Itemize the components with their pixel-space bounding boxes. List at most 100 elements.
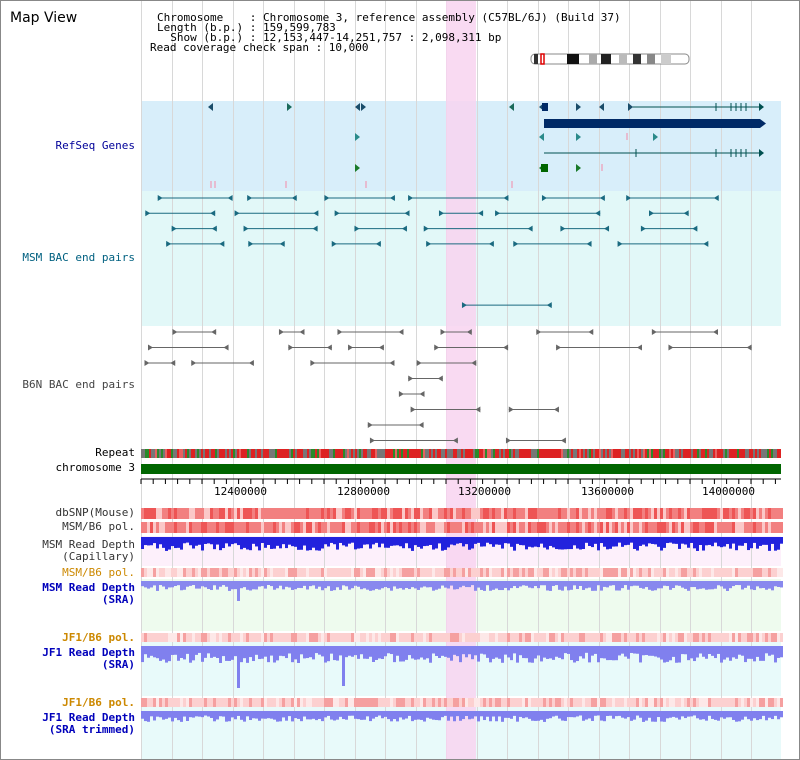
polymorphism-segment <box>582 568 585 577</box>
repeat-segment <box>587 449 589 458</box>
polymorphism-segment <box>165 522 168 533</box>
depth-bar <box>642 646 645 656</box>
depth-bar <box>678 581 681 586</box>
jf1-read-depth-trimmed-label[interactable]: JF1 Read Depth (SRA trimmed) <box>1 712 135 736</box>
msm-b6-pol-label[interactable]: MSM/B6 pol. <box>62 520 135 533</box>
polymorphism-segment <box>624 568 627 577</box>
depth-bar <box>687 711 690 717</box>
depth-bar <box>240 537 243 550</box>
repeat-segment <box>315 449 317 458</box>
polymorphism-segment <box>528 508 531 519</box>
msm-read-depth-capillary-label[interactable]: MSM Read Depth (Capillary) <box>1 539 135 563</box>
depth-bar <box>711 646 714 656</box>
depth-bar <box>558 537 561 550</box>
polymorphism-segment <box>444 568 447 577</box>
repeat-segment <box>609 449 611 458</box>
polymorphism-segment <box>579 698 582 707</box>
polymorphism-segment <box>504 568 507 577</box>
depth-bar <box>423 711 426 722</box>
depth-bar <box>693 646 696 662</box>
repeat-segment <box>279 449 281 458</box>
dbsnp-label[interactable]: dbSNP(Mouse) <box>55 506 135 519</box>
polymorphism-segment <box>303 633 306 642</box>
b6n-bac-end-pairs-label[interactable]: B6N BAC end pairs <box>22 378 135 391</box>
polymorphism-segment <box>204 522 207 533</box>
polymorphism-segment <box>780 522 783 533</box>
polymorphism-segment <box>273 568 276 577</box>
polymorphism-segment <box>162 633 165 642</box>
polymorphism-segment <box>441 698 444 707</box>
repeat-segment <box>221 449 223 458</box>
depth-bar <box>402 581 405 590</box>
depth-bar <box>531 537 534 548</box>
depth-bar <box>339 646 342 656</box>
polymorphism-segment <box>699 698 702 707</box>
depth-bar <box>252 581 255 590</box>
polymorphism-segment <box>753 568 756 577</box>
depth-bar <box>696 646 699 658</box>
polymorphism-segment <box>411 568 414 577</box>
polymorphism-segment <box>771 633 774 642</box>
depth-bar <box>531 711 534 721</box>
msm-read-depth-sra-label[interactable]: MSM Read Depth (SRA) <box>1 582 135 606</box>
polymorphism-segment <box>165 568 168 577</box>
depth-bar <box>636 581 639 586</box>
polymorphism-segment <box>330 522 333 533</box>
depth-bar <box>468 581 471 588</box>
polymorphism-segment <box>768 633 771 642</box>
chromosome-label[interactable]: chromosome 3 <box>55 461 135 474</box>
repeat-segment <box>347 449 349 458</box>
polymorphism-segment <box>687 568 690 577</box>
polymorphism-segment <box>507 633 510 642</box>
polymorphism-segment <box>393 633 396 642</box>
msm-bac-end-pairs-label[interactable]: MSM BAC end pairs <box>22 251 135 264</box>
depth-bar <box>678 711 681 720</box>
polymorphism-segment <box>255 568 258 577</box>
depth-bar <box>300 581 303 589</box>
depth-bar <box>276 537 279 546</box>
depth-bar <box>465 711 468 716</box>
depth-bar <box>375 537 378 543</box>
refseq-genes-label[interactable]: RefSeq Genes <box>55 139 135 152</box>
bac-end <box>219 240 225 247</box>
depth-bar <box>657 581 660 589</box>
polymorphism-segment <box>663 508 666 519</box>
depth-bar <box>315 711 318 721</box>
bac-end <box>560 225 566 232</box>
polymorphism-segment <box>177 568 180 577</box>
polymorphism-segment <box>591 698 594 707</box>
depth-bar <box>483 537 486 547</box>
polymorphism-segment <box>729 633 732 642</box>
depth-bar <box>150 711 153 717</box>
depth-bar <box>432 646 435 654</box>
depth-bar <box>597 711 600 716</box>
depth-bar <box>624 537 627 546</box>
depth-bar <box>507 711 510 718</box>
chromosome-ideogram[interactable] <box>529 53 691 65</box>
depth-bar <box>234 711 237 720</box>
repeat-segment <box>155 449 157 458</box>
repeat-segment <box>403 449 405 458</box>
gene-arrow-marker <box>208 103 213 111</box>
depth-bar <box>630 537 633 543</box>
bac-end <box>536 329 542 335</box>
polymorphism-segment <box>513 522 516 533</box>
depth-bar <box>510 537 513 547</box>
polymorphism-segment <box>147 508 150 519</box>
polymorphism-segment <box>429 508 432 519</box>
repeat-segment <box>369 449 371 458</box>
depth-bar <box>183 581 186 590</box>
jf1-b6-pol-label[interactable]: JF1/B6 pol. <box>62 631 135 644</box>
polymorphism-segment <box>258 568 261 577</box>
polymorphism-segment <box>261 508 264 519</box>
bac-end <box>398 391 404 397</box>
polymorphism-segment <box>390 522 393 533</box>
jf1-read-depth-sra-label[interactable]: JF1 Read Depth (SRA) <box>1 647 135 671</box>
depth-bar <box>636 537 639 551</box>
jf1-b6-pol-trim-label[interactable]: JF1/B6 pol. <box>62 696 135 709</box>
depth-bar <box>720 581 723 587</box>
msm-b6-pol-sra-label[interactable]: MSM/B6 pol. <box>62 566 135 579</box>
repeat-label[interactable]: Repeat <box>95 446 135 459</box>
polymorphism-segment <box>594 568 597 577</box>
